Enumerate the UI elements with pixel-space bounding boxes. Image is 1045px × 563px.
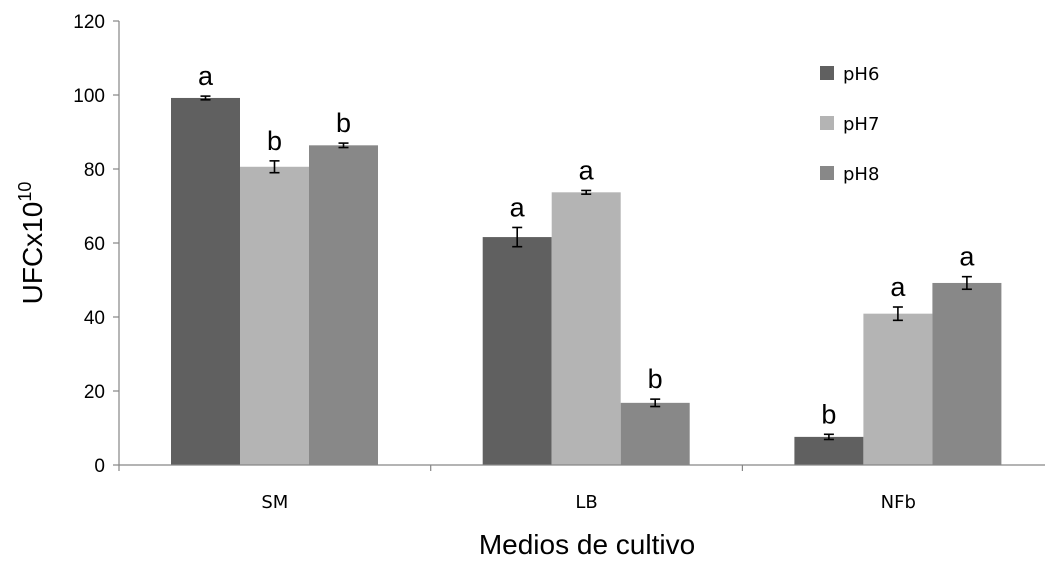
y-axis-title-base: UFCx10 xyxy=(17,202,48,305)
y-tick-label: 0 xyxy=(94,456,105,477)
significance-letter-nfb-ph8: a xyxy=(959,242,975,272)
significance-letter-lb-ph6: a xyxy=(510,192,526,222)
significance-letter-sm-ph6: a xyxy=(198,61,214,91)
y-tick-label: 60 xyxy=(84,234,105,255)
significance-letters-layer: a b b a a b b a a xyxy=(198,61,975,429)
legend-swatch-ph7 xyxy=(820,116,834,130)
bar-nfb-ph7 xyxy=(863,313,933,465)
bar-sm-ph7 xyxy=(240,166,309,465)
y-tick-label: 120 xyxy=(73,12,105,33)
bar-sm-ph6 xyxy=(171,97,240,466)
legend-label-ph8: pH8 xyxy=(843,164,879,185)
error-bar-lb-ph7 xyxy=(581,189,592,195)
legend-swatch-ph8 xyxy=(820,166,834,180)
bar-lb-ph8 xyxy=(620,402,690,465)
bars-layer xyxy=(171,97,1002,466)
legend: pH6 pH7 pH8 xyxy=(820,64,879,185)
significance-letter-lb-ph8: b xyxy=(648,364,663,394)
significance-letter-lb-ph7: a xyxy=(579,155,595,185)
y-tick-label: 80 xyxy=(84,160,105,181)
bar-nfb-ph6 xyxy=(794,436,864,465)
y-axis-title: UFCx1010 xyxy=(15,182,48,305)
error-bars-layer xyxy=(200,95,972,441)
y-tick-label: 40 xyxy=(84,308,105,329)
x-tick-label-nfb: NFb xyxy=(881,492,916,513)
error-bar-sm-ph8 xyxy=(338,142,349,149)
error-bar-sm-ph6 xyxy=(200,95,211,101)
significance-letter-nfb-ph6: b xyxy=(821,399,836,429)
error-bar-sm-ph7 xyxy=(269,160,280,174)
x-axis-title: Medios de cultivo xyxy=(479,529,695,560)
legend-label-ph7: pH7 xyxy=(843,114,879,135)
significance-letter-sm-ph7: b xyxy=(267,126,282,156)
x-tick-label-lb: LB xyxy=(575,492,597,513)
significance-letter-nfb-ph7: a xyxy=(890,272,906,302)
axes-layer: 0 20 40 60 80 100 120 SM LB NFb xyxy=(73,12,1045,513)
significance-letter-sm-ph8: b xyxy=(336,108,351,138)
error-bar-nfb-ph6 xyxy=(823,433,834,441)
x-tick-label-sm: SM xyxy=(261,492,288,513)
y-tick-label: 100 xyxy=(73,86,105,107)
bar-sm-ph8 xyxy=(309,145,378,465)
bar-lb-ph6 xyxy=(482,237,552,465)
error-bar-lb-ph6 xyxy=(512,226,523,248)
error-bar-lb-ph8 xyxy=(650,398,661,408)
error-bar-nfb-ph7 xyxy=(892,306,903,322)
bar-lb-ph7 xyxy=(551,192,621,465)
y-tick-label: 20 xyxy=(84,382,105,403)
legend-label-ph6: pH6 xyxy=(843,64,879,85)
legend-swatch-ph6 xyxy=(820,66,834,80)
error-bar-nfb-ph8 xyxy=(961,275,972,291)
bar-nfb-ph8 xyxy=(932,282,1002,465)
y-axis-title-exponent: 10 xyxy=(15,182,35,202)
